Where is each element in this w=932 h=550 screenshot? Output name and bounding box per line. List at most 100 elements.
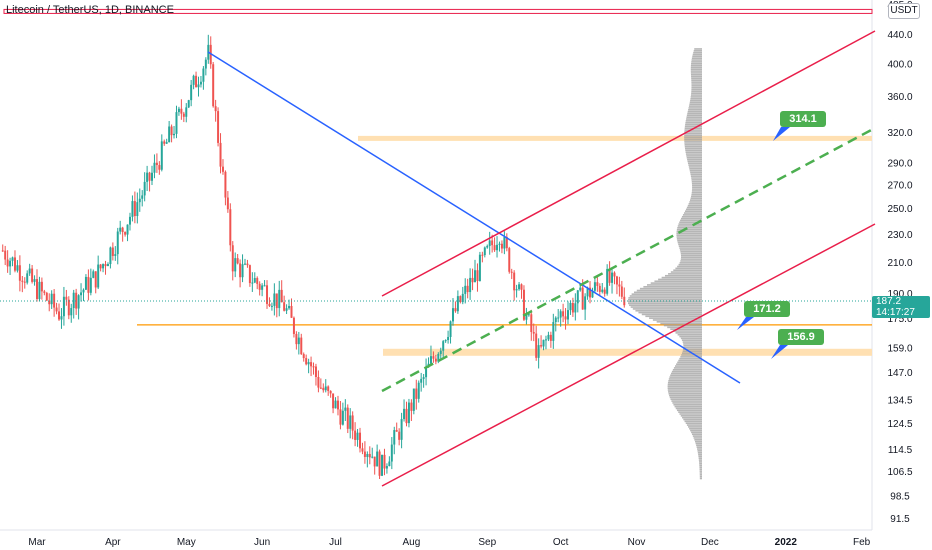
profile-bar-181: [684, 144, 702, 146]
callout-171[interactable]: 171.2: [744, 301, 790, 317]
profile-bar-188: [684, 131, 702, 133]
profile-bar-57: [670, 372, 702, 375]
candle-body-46: [114, 254, 117, 256]
x-tick-label-0: Mar: [28, 537, 46, 548]
profile-bar-171: [687, 162, 702, 165]
profile-bar-82: [667, 326, 702, 329]
x-tick-label-4: Jul: [329, 537, 342, 548]
candle-body-226: [554, 317, 557, 323]
profile-bar-108: [658, 278, 702, 281]
profile-bar-145: [684, 210, 702, 213]
profile-bar-210: [691, 90, 702, 93]
candle-body-213: [522, 289, 525, 320]
candle-body-148: [363, 451, 366, 457]
profile-bar-0: [699, 477, 702, 480]
profile-bar-47: [668, 391, 702, 393]
profile-bar-28: [688, 426, 702, 428]
candle-body-227: [557, 317, 560, 319]
candle-body-26: [65, 296, 68, 300]
candle-body-239: [586, 287, 589, 297]
y-tick-label-15: 320.0: [887, 128, 912, 139]
candle-body-126: [310, 362, 313, 367]
profile-bar-147: [686, 206, 702, 209]
profile-bar-21: [694, 439, 702, 441]
y-tick-label-11: 230.0: [887, 230, 912, 241]
candle-body-151: [371, 456, 374, 458]
candle-body-1: [4, 250, 7, 260]
profile-bar-77: [679, 335, 702, 338]
profile-bar-134: [676, 230, 702, 233]
profile-bar-33: [682, 416, 702, 419]
candle-body-235: [576, 290, 579, 304]
profile-bar-53: [668, 380, 702, 382]
callout-314[interactable]: 314.1: [780, 111, 826, 127]
candle-body-100: [246, 263, 249, 266]
profile-bar-73: [683, 343, 702, 345]
candle-body-53: [131, 201, 134, 217]
candle-body-204: [500, 243, 503, 249]
candle-body-57: [141, 195, 144, 199]
y-tick-label-4: 124.5: [887, 419, 912, 430]
profile-bar-170: [688, 164, 702, 166]
profile-bar-131: [676, 236, 702, 238]
candle-body-0: [1, 250, 4, 252]
candle-body-253: [620, 286, 623, 297]
candle-body-4: [11, 257, 14, 261]
profile-bar-65: [679, 357, 702, 360]
candle-body-179: [439, 350, 442, 354]
candle-body-199: [488, 240, 491, 246]
profile-bar-175: [686, 155, 702, 157]
profile-bar-180: [684, 145, 702, 148]
profile-bar-116: [678, 263, 702, 266]
candle-body-34: [84, 276, 87, 290]
profile-bar-34: [680, 415, 702, 417]
candle-body-221: [542, 339, 545, 347]
candle-body-214: [525, 314, 528, 320]
profile-bar-2: [699, 474, 702, 476]
profile-bar-173: [687, 158, 702, 161]
y-tick-label-7: 159.0: [887, 344, 912, 355]
x-tick-label-7: Oct: [553, 537, 569, 548]
profile-bar-114: [675, 267, 702, 270]
candle-body-2: [6, 259, 9, 267]
profile-bar-125: [679, 247, 702, 249]
profile-bar-7: [699, 464, 702, 467]
currency-button[interactable]: USDT: [888, 3, 920, 19]
profile-bar-214: [691, 83, 702, 85]
profile-bar-228: [691, 57, 702, 59]
profile-bar-158: [692, 186, 702, 189]
profile-bar-1: [699, 475, 702, 478]
top-level-box: [3, 8, 873, 14]
candle-body-48: [119, 227, 122, 232]
candle-body-18: [45, 292, 48, 301]
profile-bar-185: [684, 136, 702, 139]
profile-bar-229: [692, 55, 702, 58]
profile-bar-38: [675, 407, 702, 410]
profile-bar-167: [689, 169, 702, 172]
profile-bar-209: [691, 92, 702, 95]
profile-bar-101: [633, 291, 702, 294]
y-tick-label-13: 270.0: [887, 181, 912, 192]
callout-156[interactable]: 156.9: [778, 329, 824, 345]
profile-bar-84: [660, 322, 702, 325]
profile-bar-164: [690, 175, 702, 177]
candle-body-162: [398, 431, 401, 440]
profile-bar-166: [690, 171, 702, 174]
profile-bar-177: [685, 151, 702, 154]
profile-bar-16: [697, 448, 702, 450]
candle-body-72: [177, 108, 180, 113]
x-tick-label-6: Sep: [478, 537, 496, 548]
candle-body-30: [75, 292, 78, 309]
candle-body-238: [584, 296, 587, 310]
candle-body-64: [158, 165, 161, 170]
profile-bar-232: [693, 50, 702, 52]
candle-body-130: [319, 387, 322, 389]
candle-body-153: [376, 451, 379, 467]
candle-body-17: [43, 291, 46, 293]
profile-bar-76: [680, 337, 702, 340]
candle-body-186: [456, 296, 459, 312]
candle-body-29: [72, 292, 75, 309]
y-tick-label-17: 400.0: [887, 59, 912, 70]
